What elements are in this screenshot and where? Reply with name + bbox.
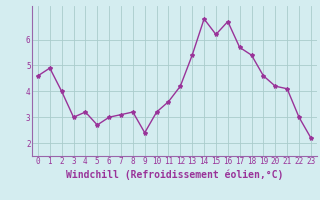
X-axis label: Windchill (Refroidissement éolien,°C): Windchill (Refroidissement éolien,°C) [66,169,283,180]
